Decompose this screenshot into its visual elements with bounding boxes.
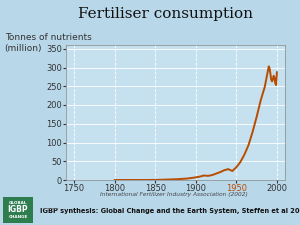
Text: ─────: ───── [42,207,58,212]
Text: IGBP synthesis: Global Change and the Earth System, Steffen et al 2004: IGBP synthesis: Global Change and the Ea… [40,208,300,214]
Text: CHANGE: CHANGE [8,215,28,219]
Text: Fertiliser consumption: Fertiliser consumption [77,7,253,21]
Text: IGBP: IGBP [8,205,28,214]
Text: Tonnes of nutrients: Tonnes of nutrients [5,33,91,42]
Text: (million): (million) [5,44,42,53]
Text: International Fertilizer Industry Association (2002): International Fertilizer Industry Associ… [100,192,248,197]
Text: GLOBAL: GLOBAL [9,200,27,205]
